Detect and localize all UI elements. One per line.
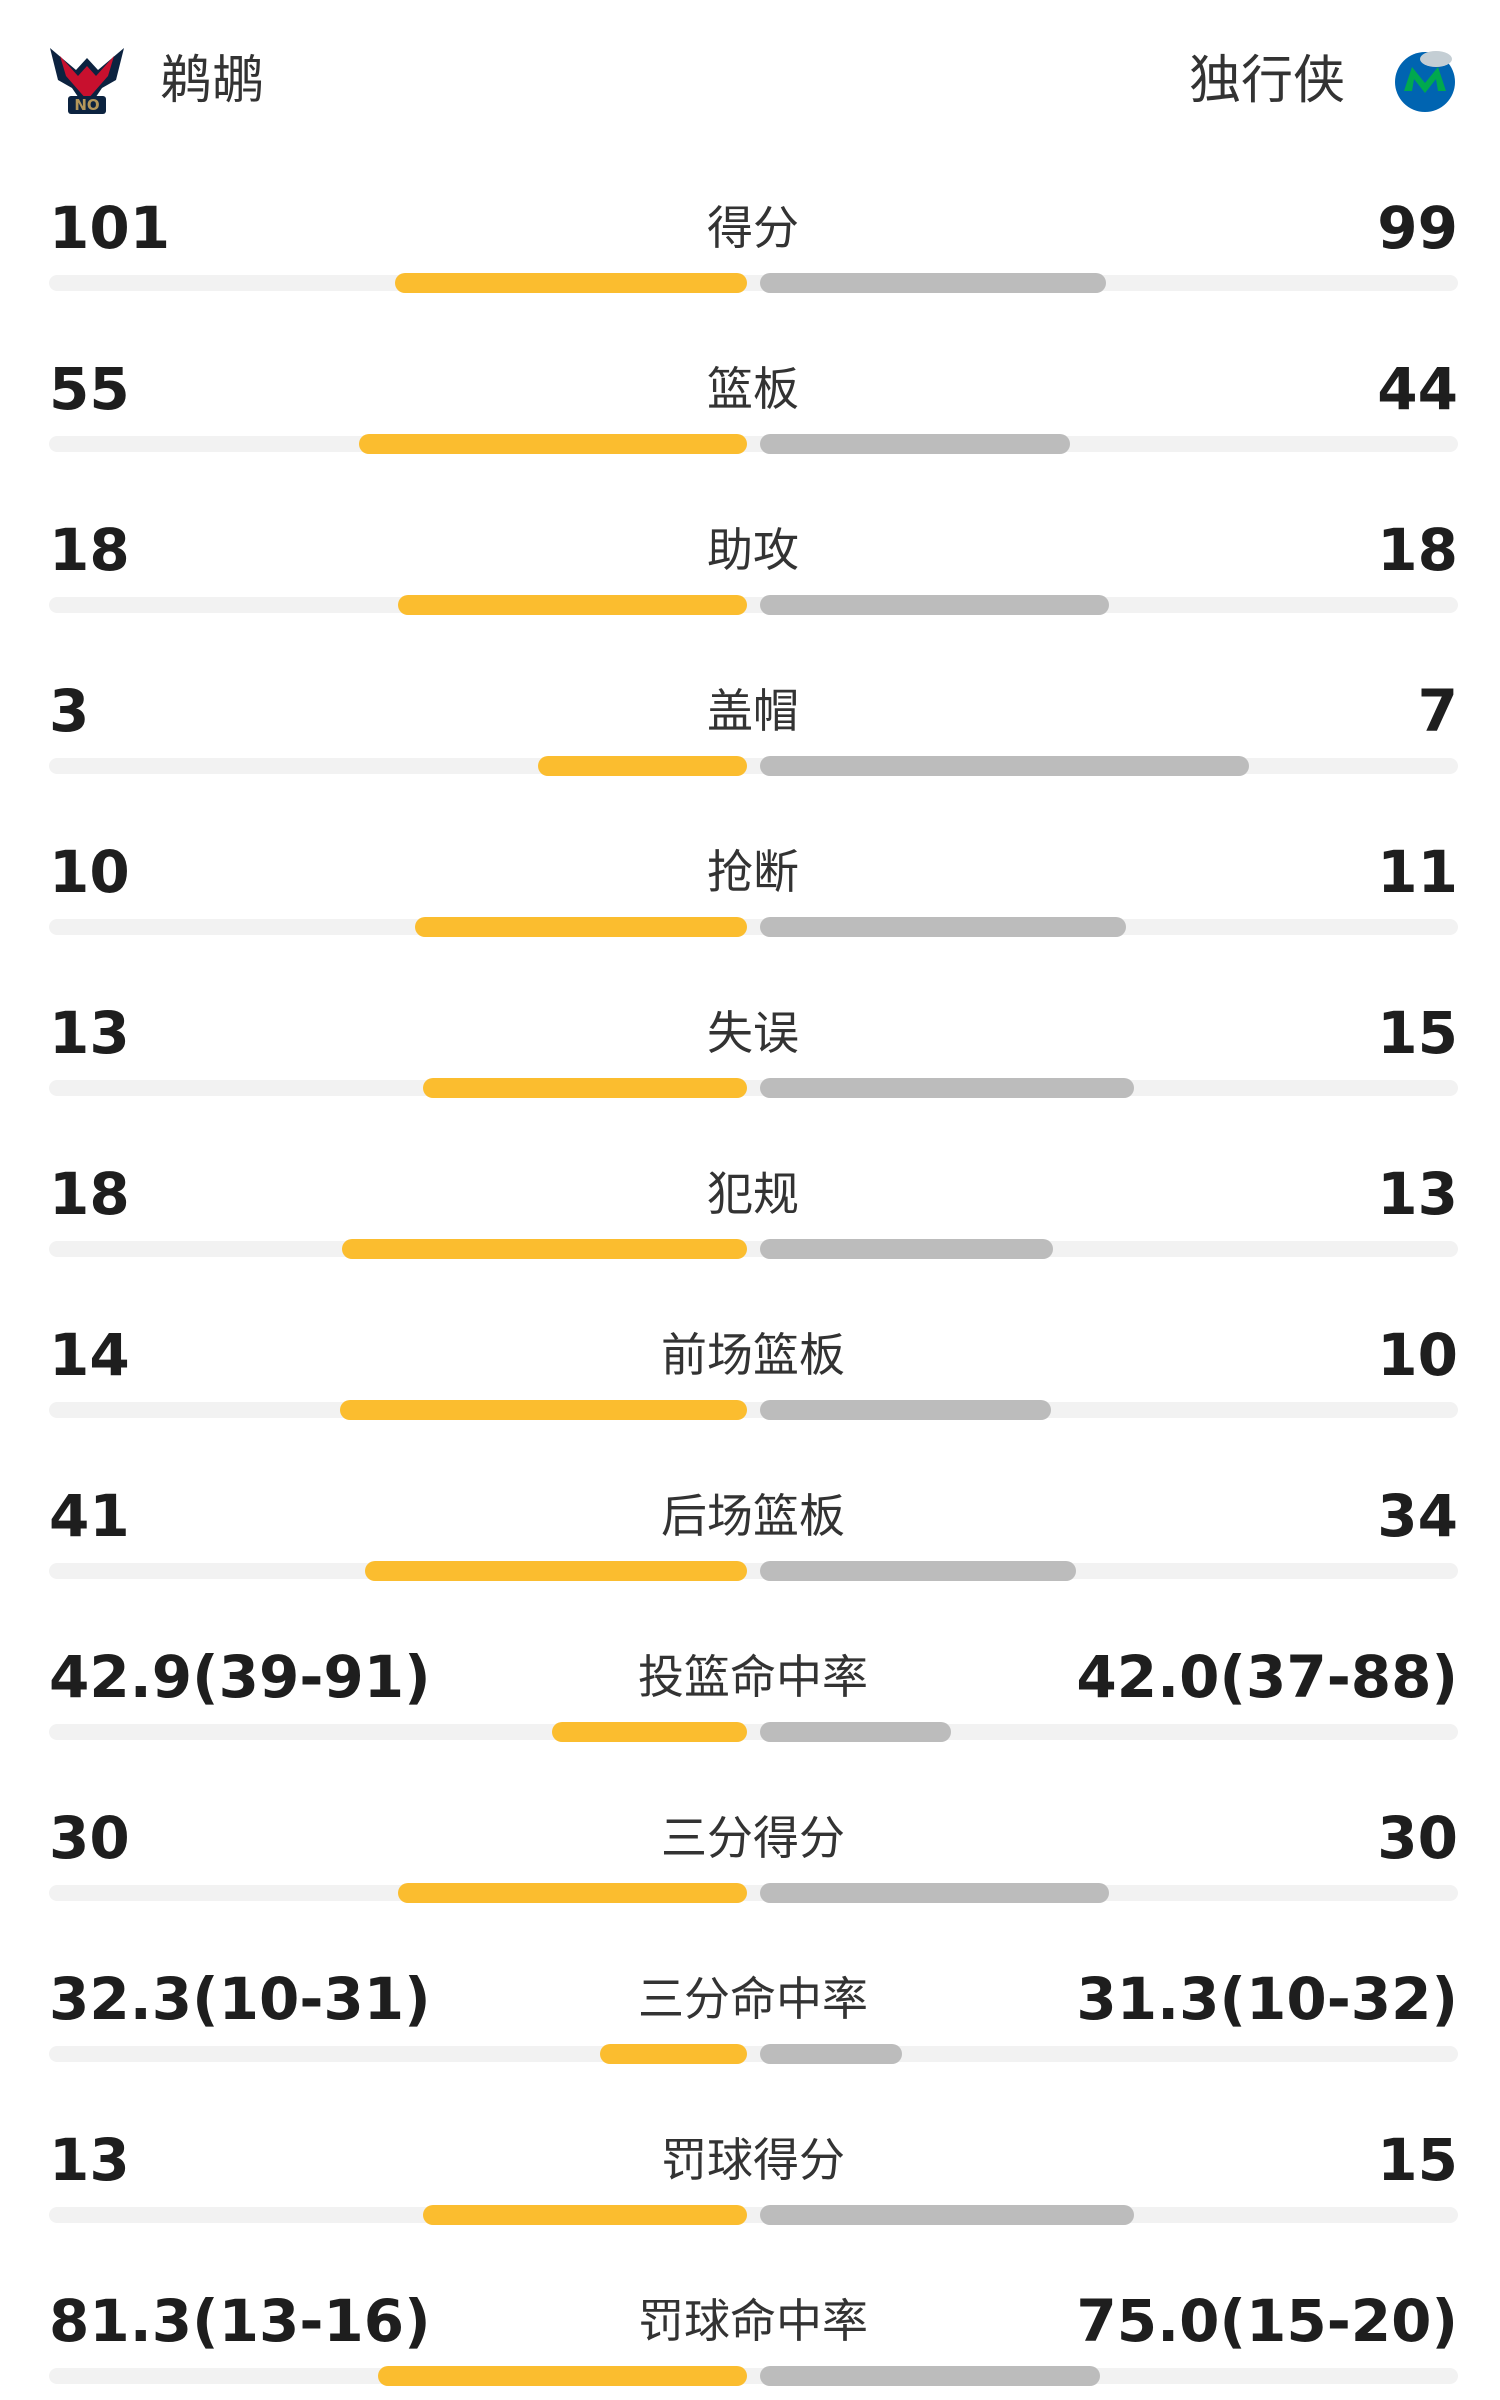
bar-track <box>49 1080 1458 1096</box>
home-bar <box>422 2205 747 2225</box>
home-value: 13 <box>49 999 130 1067</box>
bar-track <box>49 436 1458 452</box>
home-logo: NO <box>50 48 124 114</box>
away-value: 34 <box>1377 1482 1458 1550</box>
away-bar <box>760 917 1126 937</box>
bar-track <box>49 1563 1458 1579</box>
stat-label: 三分得分 <box>661 1811 845 1865</box>
home-bar <box>365 1561 747 1581</box>
away-bar <box>760 1078 1134 1098</box>
away-bar <box>760 273 1106 293</box>
away-bar <box>760 1561 1077 1581</box>
stat-label: 助攻 <box>707 523 799 577</box>
home-value: 42.9(39-91) <box>49 1643 431 1711</box>
away-value: 13 <box>1377 1160 1458 1228</box>
home-value: 13 <box>49 2126 130 2194</box>
bar-track <box>49 275 1458 291</box>
home-bar <box>552 1722 747 1742</box>
away-value: 7 <box>1417 677 1458 745</box>
stat-label: 罚球得分 <box>661 2133 845 2187</box>
home-team: 鹈鹕 <box>160 51 265 111</box>
away-bar <box>760 2366 1101 2386</box>
home-value: 3 <box>49 677 90 745</box>
stat-label: 三分命中率 <box>638 1972 868 2026</box>
stat-label: 得分 <box>707 201 799 255</box>
stat-label: 犯规 <box>707 1167 799 1221</box>
stat-label: 抢断 <box>707 845 799 899</box>
away-value: 99 <box>1377 194 1458 262</box>
stat-label: 盖帽 <box>707 684 799 738</box>
home-value: 32.3(10-31) <box>49 1965 431 2033</box>
bar-track <box>49 919 1458 935</box>
away-logo <box>1395 51 1455 112</box>
home-value: 101 <box>49 194 171 262</box>
home-bar <box>341 1239 747 1259</box>
home-value: 41 <box>49 1482 130 1550</box>
away-bar <box>760 434 1071 454</box>
home-bar <box>537 756 747 776</box>
home-value: 55 <box>49 355 130 423</box>
away-bar <box>760 595 1109 615</box>
home-value: 18 <box>49 516 130 584</box>
svg-text:NO: NO <box>74 96 99 114</box>
bar-track <box>49 2207 1458 2223</box>
home-bar <box>359 434 747 454</box>
stat-label: 篮板 <box>707 362 799 416</box>
home-bar <box>398 1883 747 1903</box>
away-value: 15 <box>1377 999 1458 1067</box>
away-bar <box>760 1239 1053 1259</box>
home-bar <box>398 595 747 615</box>
away-value: 42.0(37-88) <box>1076 1643 1458 1711</box>
away-value: 15 <box>1377 2126 1458 2194</box>
stat-label: 投篮命中率 <box>638 1650 868 1704</box>
away-bar <box>760 1722 951 1742</box>
away-value: 75.0(15-20) <box>1076 2287 1458 2355</box>
stat-label: 后场篮板 <box>661 1489 845 1543</box>
home-value: 18 <box>49 1160 130 1228</box>
stat-label: 前场篮板 <box>661 1328 845 1382</box>
home-bar <box>378 2366 747 2386</box>
away-bar <box>760 756 1249 776</box>
home-bar <box>414 917 747 937</box>
home-value: 30 <box>49 1804 130 1872</box>
bar-track <box>49 1402 1458 1418</box>
home-bar <box>422 1078 747 1098</box>
away-bar <box>760 2044 902 2064</box>
home-bar <box>394 273 747 293</box>
bar-track <box>49 1885 1458 1901</box>
away-value: 11 <box>1377 838 1458 906</box>
home-value: 81.3(13-16) <box>49 2287 431 2355</box>
bar-track <box>49 2368 1458 2384</box>
home-value: 10 <box>49 838 130 906</box>
bar-track <box>49 597 1458 613</box>
away-value: 10 <box>1377 1321 1458 1389</box>
home-bar <box>600 2044 747 2064</box>
stat-label: 罚球命中率 <box>638 2294 868 2348</box>
away-value: 31.3(10-32) <box>1076 1965 1458 2033</box>
away-team: 独行侠 <box>1188 51 1345 111</box>
home-value: 14 <box>49 1321 130 1389</box>
bar-track <box>49 2046 1458 2062</box>
away-bar <box>760 1883 1109 1903</box>
away-bar <box>760 2205 1134 2225</box>
away-value: 44 <box>1377 355 1458 423</box>
away-value: 30 <box>1377 1804 1458 1872</box>
home-bar <box>339 1400 747 1420</box>
bar-track <box>49 1241 1458 1257</box>
bar-track <box>49 1724 1458 1740</box>
away-value: 18 <box>1377 516 1458 584</box>
away-bar <box>760 1400 1051 1420</box>
stat-label: 失误 <box>707 1006 799 1060</box>
